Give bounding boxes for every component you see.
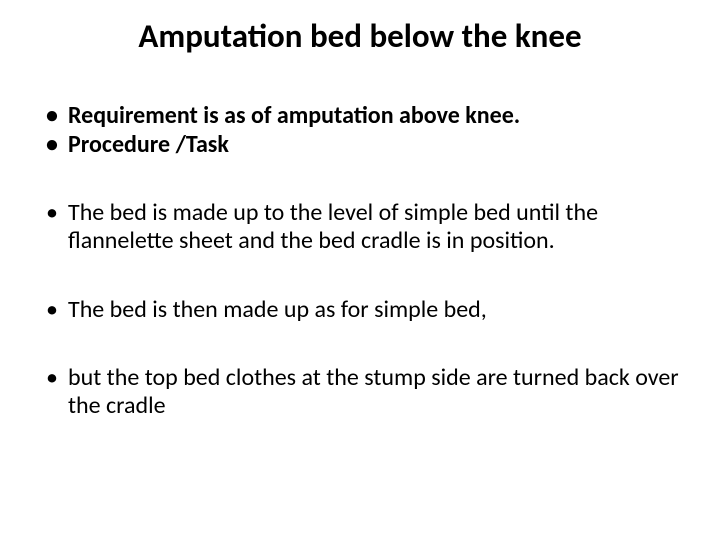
bullet-text: but the top bed clothes at the stump sid… [68,363,679,420]
bullet-text: Requirement is as of amputation above kn… [68,101,520,130]
bullet-item: The bed is made up to the level of simpl… [40,199,680,256]
bullet-text: Procedure /Task [68,130,229,159]
bullet-text: The bed is then made up as for simple be… [68,295,487,324]
slide: Amputation bed below the knee Requiremen… [0,0,720,540]
bullet-item: Requirement is as of amputation above kn… [40,102,680,130]
bullet-text: The bed is made up to the level of simpl… [68,198,598,255]
bullet-item: Procedure /Task [40,131,680,159]
slide-title: Amputation bed below the knee [40,18,680,54]
bullet-list: Requirement is as of amputation above kn… [40,102,680,420]
bullet-item: The bed is then made up as for simple be… [40,296,680,324]
bullet-item: but the top bed clothes at the stump sid… [40,364,680,421]
